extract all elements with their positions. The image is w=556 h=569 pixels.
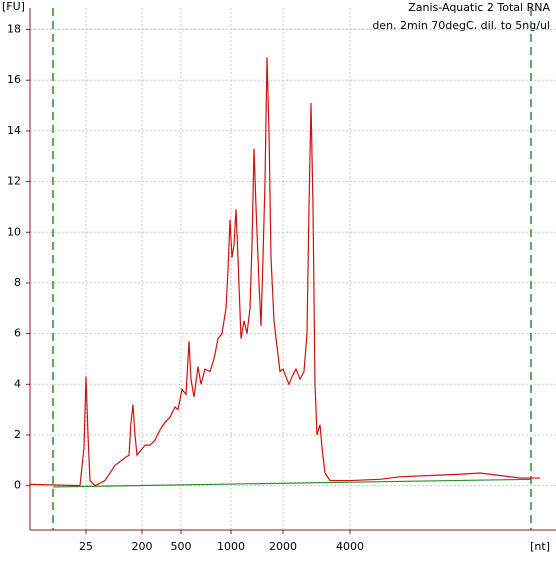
x-tick-label: 200 (132, 540, 153, 553)
y-tick-label: 16 (7, 73, 21, 86)
x-tick-label: 4000 (336, 540, 364, 553)
y-tick-label: 14 (7, 124, 21, 137)
x-tick-label: 1000 (217, 540, 245, 553)
x-tick-label: 2000 (269, 540, 297, 553)
y-tick-label: 12 (7, 175, 21, 188)
x-axis-label: [nt] (530, 540, 550, 553)
series-line (52, 478, 532, 488)
x-tick-label: 500 (171, 540, 192, 553)
x-tick-label: 25 (79, 540, 93, 553)
y-axis-label: [FU] (2, 0, 25, 13)
series-line (29, 57, 540, 487)
y-tick-label: 18 (7, 23, 21, 36)
chart-subtitle: den. 2min 70degC, dil. to 5ng/ul (372, 19, 550, 32)
y-tick-label: 8 (14, 276, 21, 289)
y-tick-label: 4 (14, 377, 21, 390)
y-tick-label: 2 (14, 428, 21, 441)
y-tick-label: 0 (14, 479, 21, 492)
y-tick-label: 10 (7, 225, 21, 238)
y-tick-label: 6 (14, 327, 21, 340)
chart-title: Zanis-Aquatic 2 Total RNA (408, 1, 550, 14)
